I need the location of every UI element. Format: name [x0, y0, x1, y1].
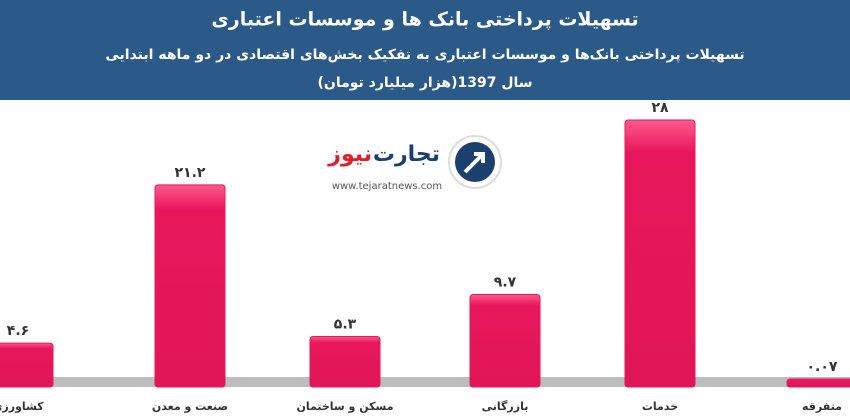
value-label: ۹.۷: [494, 275, 517, 291]
x-tick-label: صنعت و معدن: [152, 400, 228, 413]
value-label: ۲۱.۲: [175, 165, 206, 181]
x-tick-label: کشاورزی: [0, 400, 44, 413]
value-label: ۵.۳: [334, 316, 357, 332]
bar: [624, 119, 696, 388]
bar: [154, 184, 226, 388]
chart-subtitle: تسهیلات پرداختی بانک‌ها و موسسات اعتباری…: [105, 47, 744, 63]
logo-brand: نیوز: [327, 142, 372, 167]
x-tick-label: متفرقه: [802, 400, 842, 413]
logo-brand: تجارت: [373, 142, 440, 167]
x-tick-label: خدمات: [642, 400, 678, 413]
chart-subtitle: سال 1397(هزار میلیارد تومان): [317, 75, 532, 91]
bar: [786, 378, 850, 388]
header-band: [0, 0, 850, 100]
bar: [469, 294, 541, 388]
chart-title: تسهیلات پرداختی بانک ها و موسسات اعتباری: [211, 9, 638, 31]
value-label: ۴.۶: [7, 323, 29, 339]
x-tick-label: مسکن و ساختمان: [296, 400, 393, 413]
baseline-band: [0, 377, 850, 387]
watermark: تجارت نیوز www.tejaratnews.com: [327, 135, 502, 192]
x-tick-label: بازرگانی: [482, 400, 529, 413]
value-label: ۰.۰۷: [807, 359, 838, 375]
bar: [0, 342, 54, 388]
logo-url: www.tejaratnews.com: [332, 181, 442, 192]
logo-arrow: [463, 152, 485, 174]
value-label: ۲۸: [651, 100, 669, 116]
bar: [309, 335, 381, 388]
